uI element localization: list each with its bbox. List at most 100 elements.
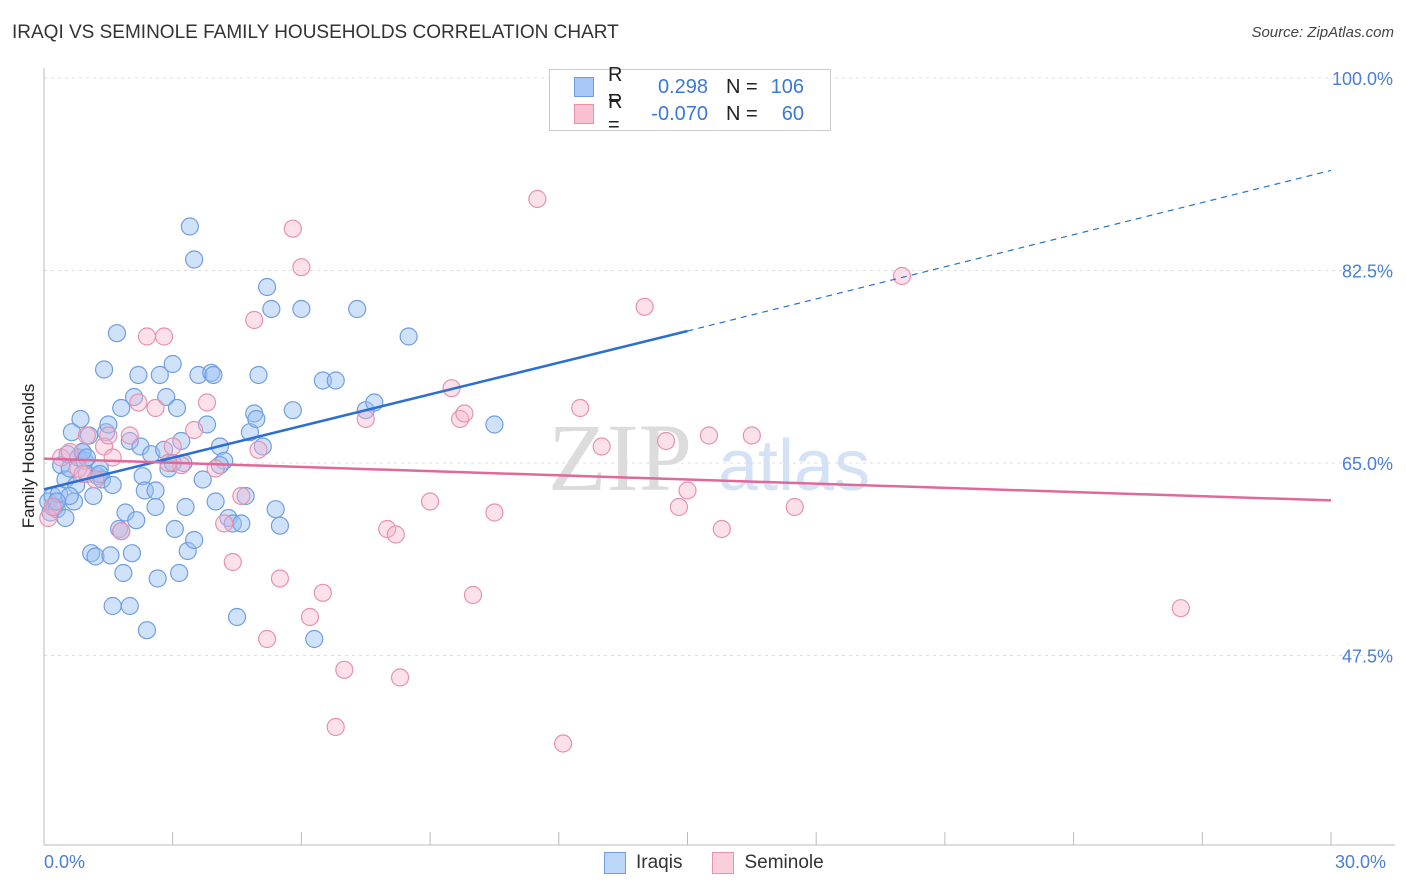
data-point	[185, 530, 204, 550]
data-point	[742, 426, 761, 445]
watermark: ZIP atlas	[548, 404, 870, 511]
data-point	[77, 426, 97, 445]
data-point	[155, 327, 174, 346]
y-tick-label: 100.0%	[1332, 69, 1393, 89]
data-point	[712, 519, 731, 539]
data-point	[163, 354, 182, 374]
legend-swatch-seminole	[574, 104, 594, 124]
data-point	[249, 365, 268, 385]
data-point	[390, 668, 410, 687]
source-credit: Source: ZipAtlas.com	[1251, 24, 1394, 41]
data-point	[292, 299, 311, 319]
trend-lines	[43, 169, 1332, 502]
data-point	[146, 497, 165, 517]
data-point	[185, 420, 204, 440]
x-tick-max: 30.0%	[1335, 852, 1387, 872]
data-point	[232, 486, 251, 506]
data-point	[485, 415, 504, 434]
data-point	[62, 423, 81, 442]
watermark-atlas: atlas	[718, 426, 870, 506]
data-point	[699, 426, 719, 445]
data-point	[223, 552, 242, 572]
data-point	[386, 525, 405, 544]
data-point	[249, 440, 268, 459]
data-point	[313, 371, 332, 390]
data-point	[120, 426, 139, 445]
data-point	[206, 492, 225, 511]
legend-n-value: 60	[781, 102, 804, 125]
data-point	[135, 481, 154, 500]
data-point	[785, 497, 804, 517]
legend-row-iraqis: R = 0.298 N = 106	[574, 64, 804, 109]
data-point	[528, 189, 547, 209]
data-point	[215, 514, 234, 533]
legend-item-iraqis[interactable]: Iraqis	[604, 852, 682, 874]
y-tick-label: 47.5%	[1342, 647, 1393, 667]
data-point	[266, 500, 285, 519]
data-point	[463, 585, 483, 605]
data-point	[204, 365, 223, 385]
data-point	[129, 365, 148, 385]
data-point	[86, 547, 105, 566]
watermark-zip: ZIP	[548, 404, 692, 511]
data-point	[455, 404, 474, 423]
data-point	[176, 497, 195, 517]
trend-line-seminole	[43, 457, 1332, 502]
data-point	[146, 398, 165, 418]
data-point	[146, 481, 165, 500]
data-point	[635, 297, 654, 316]
data-point	[84, 486, 103, 506]
data-point	[247, 409, 266, 429]
legend-label-seminole: Seminole	[744, 852, 824, 873]
data-point	[892, 266, 912, 286]
data-point	[99, 426, 118, 445]
data-point	[399, 327, 418, 346]
data-point	[348, 299, 367, 319]
legend-r-label: R =	[608, 64, 623, 109]
legend-swatch-seminole	[712, 852, 735, 874]
chart-title: IRAQI VS SEMINOLE FAMILY HOUSEHOLDS CORR…	[12, 22, 619, 43]
data-point	[178, 541, 197, 561]
data-point	[103, 475, 122, 495]
series-seminole	[39, 189, 1190, 753]
data-point	[150, 365, 169, 385]
data-point	[129, 393, 148, 412]
data-point	[103, 596, 122, 616]
data-point	[553, 734, 573, 753]
data-point	[326, 371, 345, 390]
data-point	[236, 486, 255, 506]
data-point	[165, 519, 184, 539]
legend-label-iraqis: Iraqis	[636, 852, 683, 873]
data-point	[678, 481, 697, 500]
y-tick-label: 82.5%	[1342, 262, 1393, 282]
data-point	[270, 569, 290, 588]
data-point	[1171, 599, 1190, 618]
data-point	[283, 401, 302, 420]
trend-line-iraqis-extension	[687, 169, 1332, 332]
data-point	[120, 596, 139, 616]
data-point	[283, 219, 302, 238]
data-point	[232, 514, 251, 533]
data-point	[335, 660, 354, 679]
data-point	[127, 511, 146, 530]
legend-item-seminole[interactable]: Seminole	[712, 852, 824, 874]
data-point	[133, 467, 152, 486]
legend-n-label: N =	[726, 102, 758, 125]
correlation-legend: R = 0.298 N = 106 R = -0.070 N = 60	[549, 64, 831, 136]
data-point	[163, 437, 182, 456]
data-point	[94, 360, 114, 379]
data-point	[112, 522, 131, 541]
data-point	[592, 437, 611, 456]
data-point	[356, 409, 375, 429]
x-tick-min: 0.0%	[44, 852, 86, 872]
legend-row-seminole: R = -0.070 N = 60	[574, 91, 804, 136]
data-point	[170, 563, 189, 583]
data-point	[257, 277, 277, 297]
data-point	[656, 431, 676, 451]
data-point	[227, 607, 247, 627]
data-point	[137, 327, 157, 346]
data-point	[103, 448, 122, 467]
data-point	[197, 393, 217, 412]
data-point	[292, 258, 311, 277]
